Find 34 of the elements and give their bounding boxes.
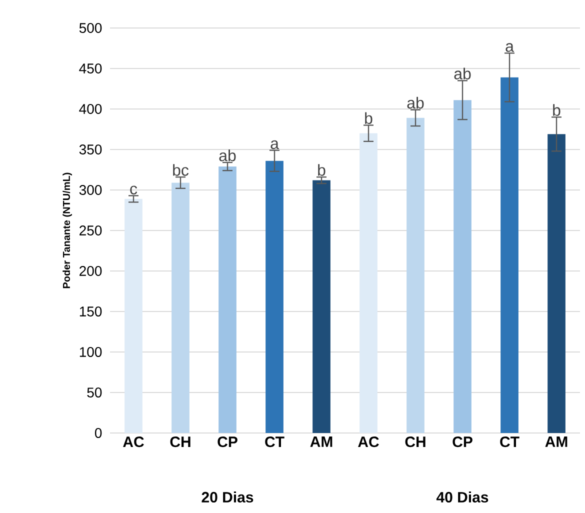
- y-tick-label: 0: [94, 428, 102, 438]
- text: 40 Dias: [436, 492, 488, 503]
- y-tick-label: 200: [80, 266, 102, 276]
- x-tick-label: CP: [452, 436, 472, 448]
- y-tick-label: 500: [79, 23, 102, 33]
- data-label: ab: [219, 150, 236, 162]
- text: 20 Dias: [202, 492, 254, 503]
- x-tick-label: AC: [358, 436, 379, 448]
- data-label: a: [506, 43, 514, 52]
- data-label: ab: [454, 68, 471, 80]
- y-tick-label: 450: [79, 64, 102, 74]
- y-axis-title: Poder Tanante (NTU/mL): [62, 172, 72, 288]
- data-label: b: [318, 164, 326, 176]
- x-tick-label: CT: [500, 436, 520, 448]
- data-label: b: [553, 104, 560, 116]
- x-tick-label: AM: [545, 436, 568, 447]
- y-tick-label: 250: [80, 226, 102, 236]
- y-tick-label: 150: [80, 306, 102, 316]
- data-label: ab: [407, 96, 424, 109]
- x-tick-label: CT: [265, 436, 284, 448]
- y-tick-label: 350: [79, 144, 102, 154]
- y-tick-label: 300: [79, 185, 102, 195]
- data-label: bc: [173, 164, 189, 176]
- y-tick-label: 100: [80, 347, 102, 357]
- x-tick-label: CH: [170, 436, 190, 448]
- x-tick-label: AC: [123, 436, 144, 448]
- x-tick-label: AM: [310, 436, 332, 447]
- y-tick-label: 50: [87, 388, 102, 398]
- data-label: b: [365, 112, 372, 124]
- x-tick-label: CP: [218, 436, 238, 448]
- y-tick-label: 400: [79, 104, 102, 114]
- data-label: a: [270, 140, 279, 150]
- x-tick-label: CH: [405, 436, 426, 448]
- data-label: c: [130, 186, 138, 194]
